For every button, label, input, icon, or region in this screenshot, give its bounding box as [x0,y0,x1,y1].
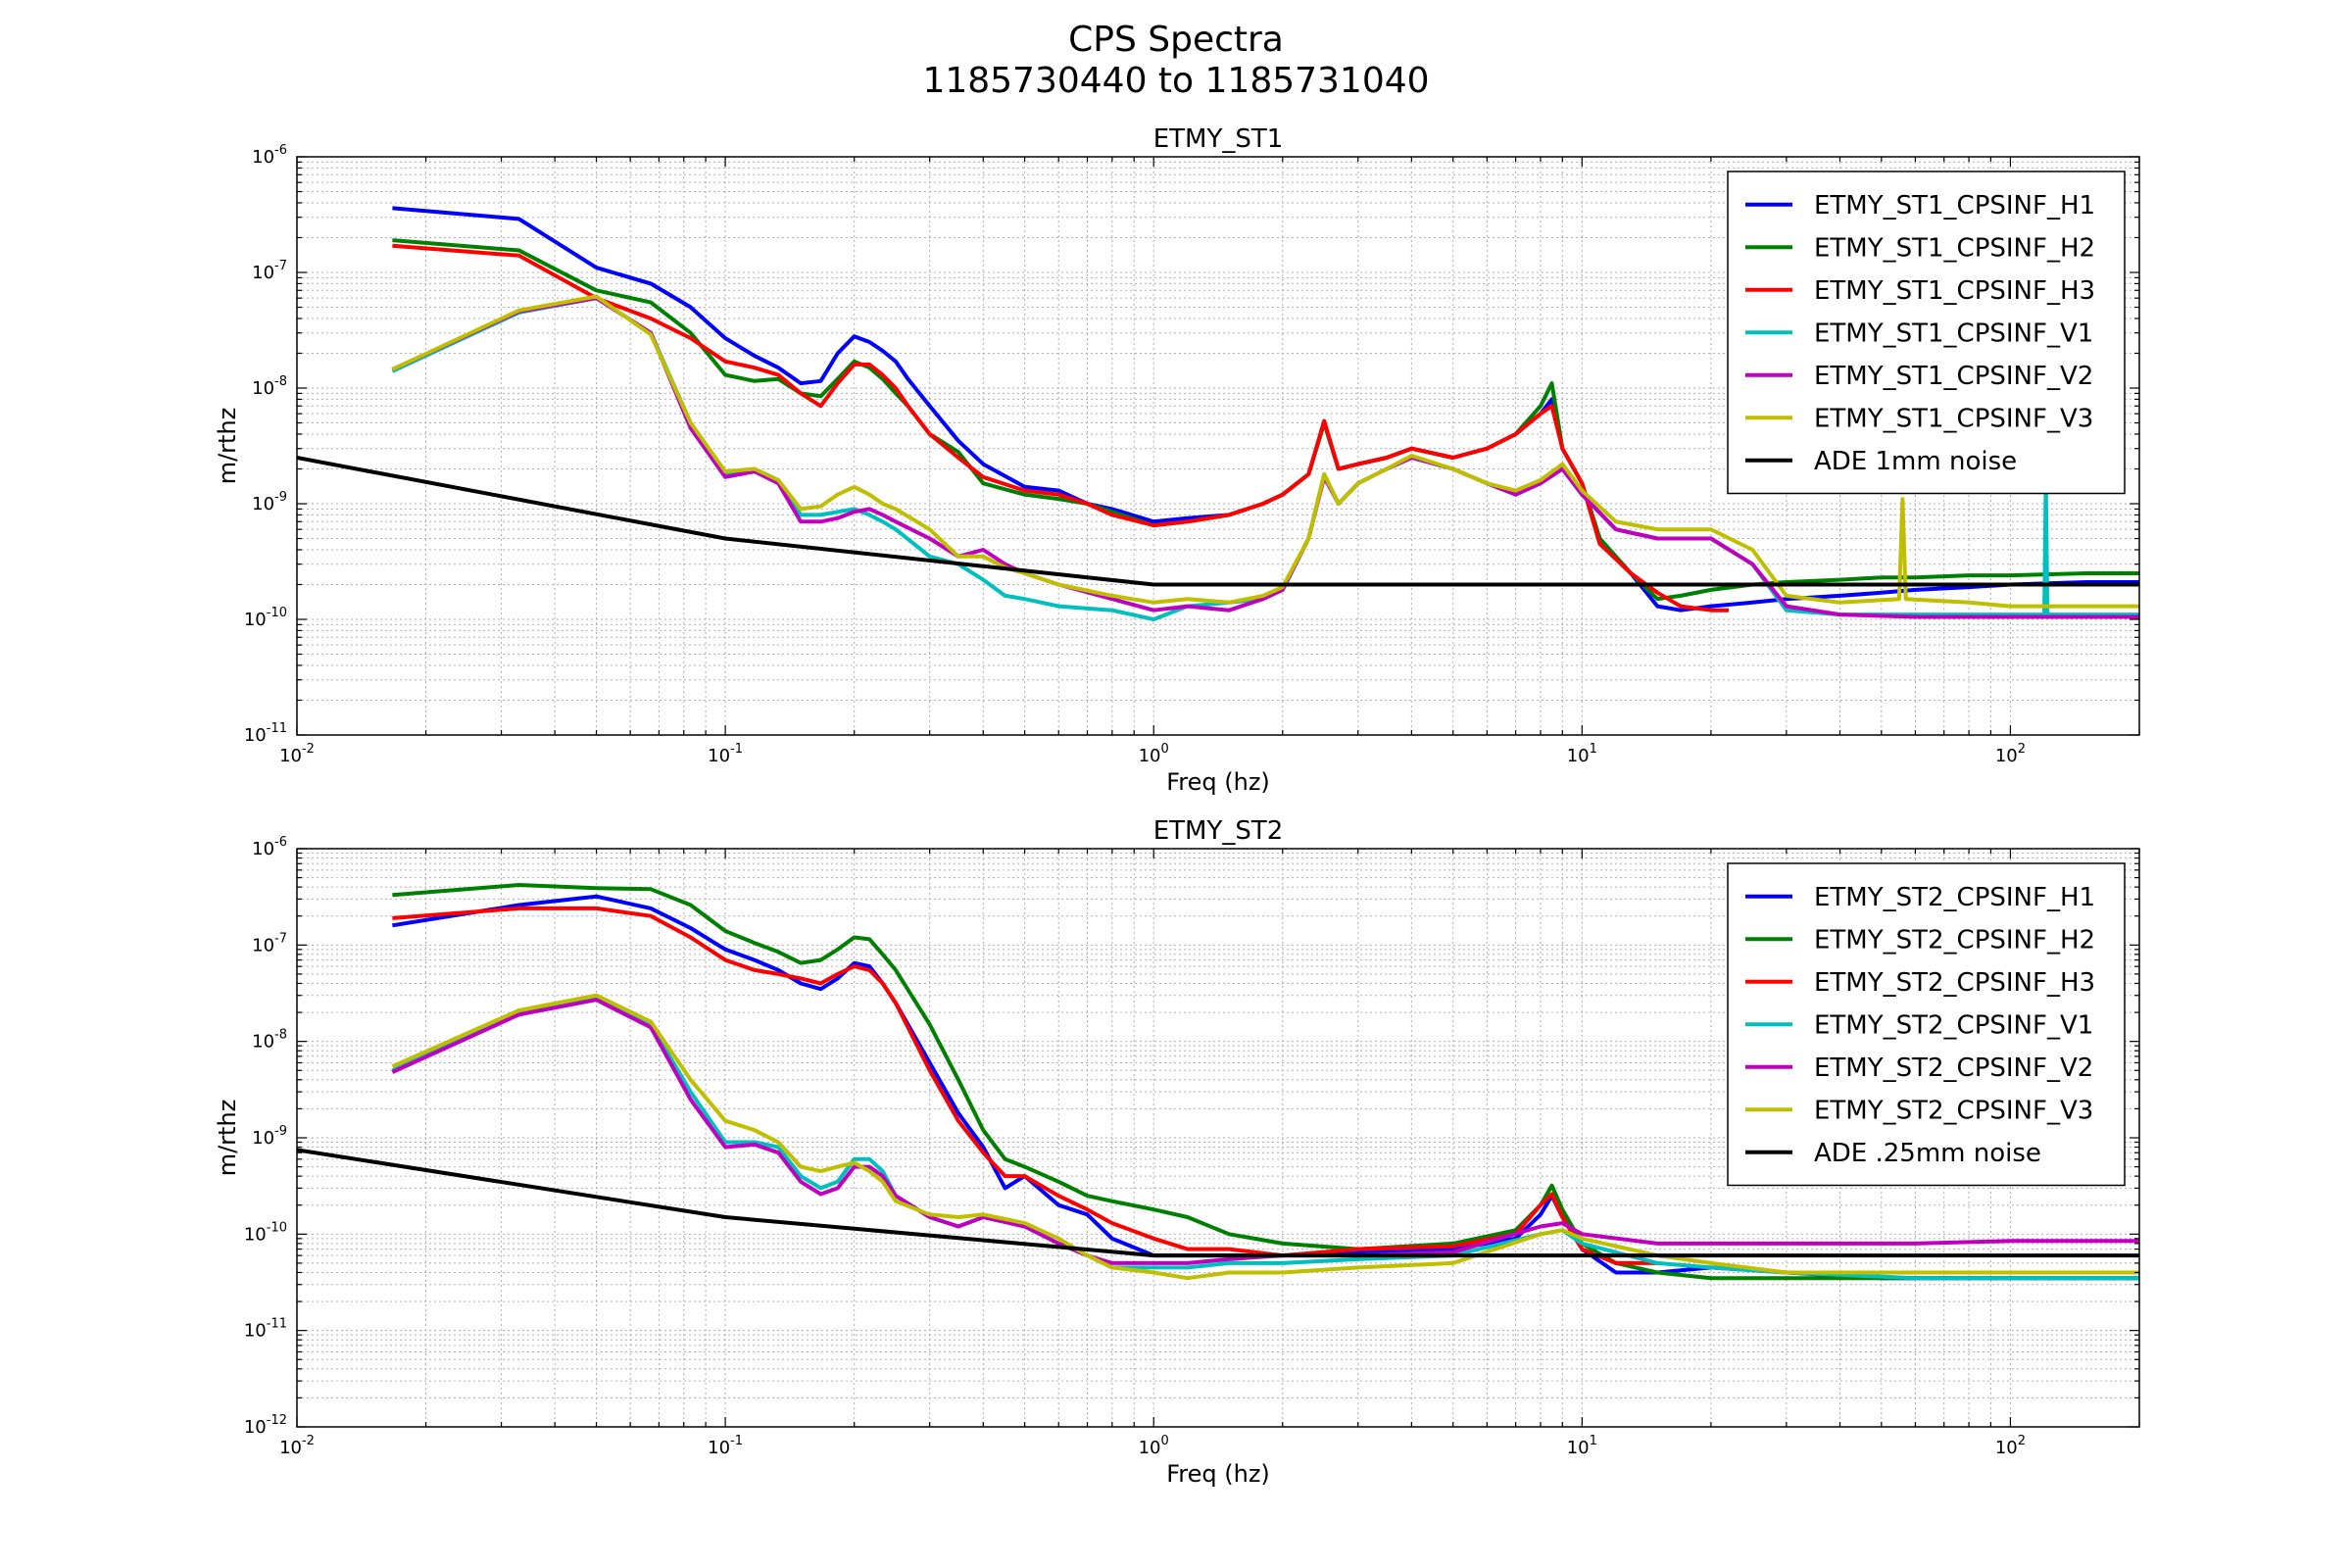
y-tick-label: 10-11 [244,721,287,746]
series-group [297,206,2139,621]
legend-label-7: ADE 1mm noise [1814,447,2017,476]
y-axis-label: m/rthz [214,1100,241,1177]
y-tick-label: 10-8 [252,374,287,399]
plot-frame [296,156,2140,736]
x-tick-label: 10-2 [279,1434,315,1458]
x-tick-label: 100 [1139,1434,1169,1458]
series-line-3 [392,906,1658,1265]
legend-label-6: ETMY_ST1_CPSINF_V3 [1814,404,2093,433]
y-tick-label: 10-6 [252,143,287,168]
legend-label-7: ADE .25mm noise [1814,1139,2041,1168]
series-line-6 [391,993,2139,1281]
legend-label-5: ETMY_ST1_CPSINF_V2 [1814,362,2093,391]
series-line-2 [392,883,2139,1281]
x-tick-label: 102 [1995,742,2026,766]
legend-label-4: ETMY_ST2_CPSINF_V1 [1814,1010,2093,1040]
series-line-6 [391,294,2139,609]
legend-label-3: ETMY_ST2_CPSINF_H3 [1814,968,2095,998]
y-tick-label: 10-12 [244,1413,287,1438]
x-tick-label: 10-2 [279,742,315,766]
x-tick-label: 101 [1567,1434,1597,1458]
y-tick-label: 10-7 [252,259,287,283]
figure-title-line1: CPS Spectra [1068,20,1284,60]
x-tick-label: 10-1 [708,1434,743,1458]
chart-panel-2: 10-2 10-1 100 101 102 10-12 10-11 10-10 10-9 10-8… [214,816,2140,1488]
x-tick-label: 10-1 [708,742,743,766]
y-tick-label: 10-11 [244,1317,287,1342]
x-axis-label: Freq (hz) [1166,768,1270,796]
series-line-7 [297,1148,2139,1258]
ticks [296,848,2140,1428]
legend: ETMY_ST2_CPSINF_H1 ETMY_ST2_CPSINF_H2 ETMY… [1727,862,2126,1187]
legend-label-2: ETMY_ST2_CPSINF_H2 [1814,925,2095,955]
y-axis-label: m/rthz [214,408,241,485]
figure-title: CPS Spectra 1185730440 to 1185731040 [0,20,2352,102]
series-line-5 [391,998,2139,1265]
y-tick-label: 10-10 [244,606,287,630]
y-tick-label: 10-8 [252,1028,287,1053]
legend-label-4: ETMY_ST1_CPSINF_V1 [1814,318,2093,348]
legend-label-1: ETMY_ST2_CPSINF_H1 [1814,883,2095,912]
legend-label-6: ETMY_ST2_CPSINF_V3 [1814,1096,2093,1125]
legend: ETMY_ST1_CPSINF_H1 ETMY_ST1_CPSINF_H2 ETMY… [1727,171,2126,495]
y-tick-label: 10-9 [252,1124,287,1149]
y-tick-label: 10-6 [252,835,287,859]
panel-title: ETMY_ST2 [1153,816,1284,846]
legend-label-2: ETMY_ST1_CPSINF_H2 [1814,233,2095,263]
panel-title: ETMY_ST1 [1153,124,1284,154]
series-line-5 [391,296,2139,619]
x-axis-label: Freq (hz) [1166,1460,1270,1488]
legend-box [1727,862,2126,1187]
series-group [297,883,2139,1281]
legend-label-5: ETMY_ST2_CPSINF_V2 [1814,1054,2093,1083]
y-tick-label: 10-7 [252,931,287,956]
legend-label-3: ETMY_ST1_CPSINF_H3 [1814,276,2095,306]
x-tick-label: 102 [1995,1434,2026,1458]
x-tick-label: 100 [1139,742,1169,766]
ticks [296,156,2140,736]
x-tick-label: 101 [1567,742,1597,766]
y-tick-label: 10-10 [244,1220,287,1245]
series-line-7 [297,456,2139,587]
series-line-3 [392,243,1729,612]
chart-panel-1: 10-2 10-1 100 101 102 10-11 10-10 10-9 10-8 10-7 1… [214,124,2140,796]
legend-label-1: ETMY_ST1_CPSINF_H1 [1814,191,2095,220]
y-tick-label: 10-9 [252,490,287,514]
figure-title-line2: 1185730440 to 1185731040 [922,61,1430,101]
legend-box [1727,171,2126,495]
